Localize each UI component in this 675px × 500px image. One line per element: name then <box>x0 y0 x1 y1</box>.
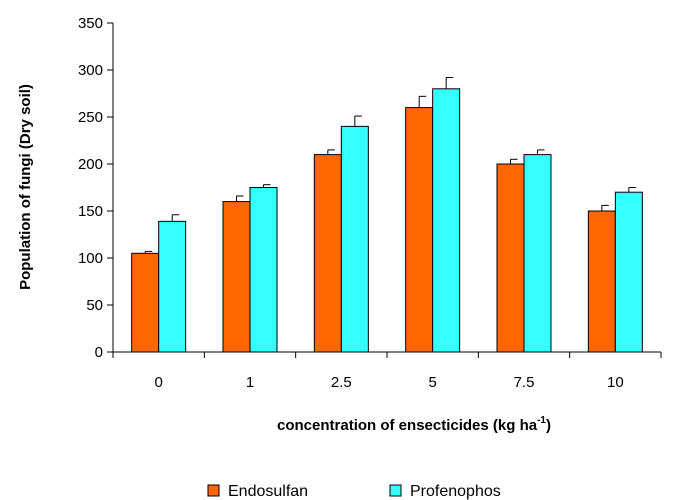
y-tick-label: 350 <box>78 15 103 32</box>
bar-endosulfan <box>131 252 160 353</box>
bar-endosulfan <box>405 107 434 353</box>
bar-endosulfan <box>587 210 616 353</box>
bar-profenophos <box>432 88 461 353</box>
x-axis-title-main: concentration of ensecticides (kg ha <box>277 417 538 434</box>
x-tick-label: 2.5 <box>331 374 352 391</box>
x-tick-label: 1 <box>246 374 254 391</box>
bar-profenophos <box>249 187 278 353</box>
y-tick-label: 200 <box>78 156 103 173</box>
bar-endosulfan <box>313 154 342 353</box>
legend-swatch-endosulfan <box>207 484 220 497</box>
bar-profenophos <box>340 125 369 353</box>
legend-label-endosulfan: Endosulfan <box>228 483 308 500</box>
legend-label-profenophos: Profenophos <box>410 483 501 500</box>
y-tick-label: 300 <box>78 62 103 79</box>
bar-profenophos <box>523 154 552 353</box>
legend-swatch-profenophos <box>389 484 402 497</box>
x-tick-label: 0 <box>154 374 162 391</box>
x-tick-label: 7.5 <box>514 374 535 391</box>
bar-endosulfan <box>496 163 525 353</box>
x-axis-title: concentration of ensecticides (kg ha-1) <box>277 415 551 434</box>
bar-profenophos <box>158 220 187 353</box>
y-tick-label: 50 <box>86 297 103 314</box>
plot-area: 0 50 100 150 200 250 300 350 0 1 2.5 5 7.5 10 <box>78 15 662 391</box>
bar-endosulfan <box>222 201 251 353</box>
x-tick-label: 10 <box>607 374 624 391</box>
y-tick-label: 100 <box>78 250 103 267</box>
x-axis-title-superscript: -1 <box>537 415 546 426</box>
y-tick-label: 0 <box>95 344 103 361</box>
y-tick-label: 250 <box>78 109 103 126</box>
y-axis-title: Population of fungi (Dry soil) <box>17 84 34 290</box>
legend: Endosulfan Profenophos <box>207 483 501 500</box>
x-tick-label: 5 <box>428 374 436 391</box>
x-axis-title-end: ) <box>546 417 551 434</box>
bar-profenophos <box>614 191 643 353</box>
y-tick-label: 150 <box>78 203 103 220</box>
